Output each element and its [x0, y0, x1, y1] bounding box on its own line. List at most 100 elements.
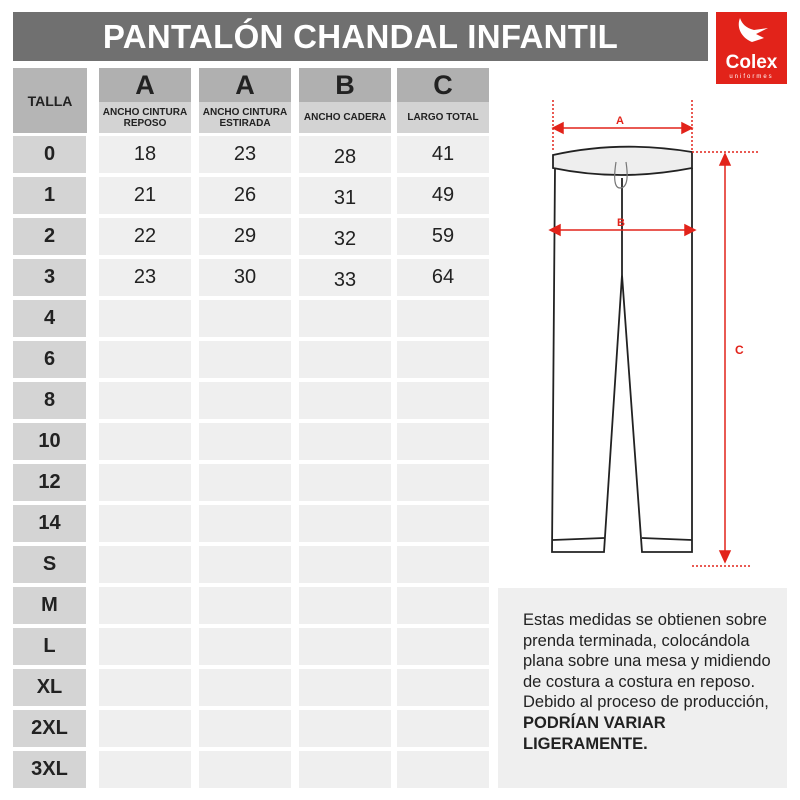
logo-sub: uniformes: [729, 74, 774, 80]
measurement-cell: [397, 669, 489, 706]
size-cell: 4: [13, 300, 86, 337]
measurement-cell: [199, 587, 291, 624]
measurement-cell: [397, 423, 489, 460]
size-cell: 3: [13, 259, 86, 296]
measurement-cell: [397, 382, 489, 419]
measurement-cell: [199, 382, 291, 419]
size-cell: 6: [13, 341, 86, 378]
size-cell: 2: [13, 218, 86, 255]
measurement-cell: [99, 505, 191, 542]
page-title: PANTALÓN CHANDAL INFANTIL: [13, 12, 708, 61]
size-cell: 1: [13, 177, 86, 214]
measurement-cell: [397, 300, 489, 337]
measurement-cell: 22: [99, 218, 191, 255]
measurement-cell: [99, 710, 191, 747]
measurement-cell: [397, 505, 489, 542]
column-letter: C: [397, 68, 489, 102]
column-label: ANCHO CADERA: [299, 102, 391, 133]
measurement-cell: [99, 382, 191, 419]
measurement-cell: 64: [397, 259, 489, 296]
measurement-cell: [199, 300, 291, 337]
measurement-cell: 59: [397, 218, 489, 255]
measurement-cell: [299, 546, 391, 583]
colex-logo: Colex uniformes: [716, 12, 787, 84]
measurement-cell: [199, 710, 291, 747]
measurement-cell: [199, 628, 291, 665]
measurement-cell: [199, 546, 291, 583]
size-cell: 10: [13, 423, 86, 460]
measurement-cell: [397, 710, 489, 747]
column-letter: A: [99, 68, 191, 102]
measurement-cell: 32: [299, 218, 391, 255]
measurement-cell: 41: [397, 136, 489, 173]
size-header: TALLA: [13, 68, 87, 133]
measurement-cell: [299, 464, 391, 501]
column-header: A ANCHO CINTURA ESTIRADA: [199, 68, 291, 133]
size-cell: 0: [13, 136, 86, 173]
measurement-cell: [397, 751, 489, 788]
measurement-cell: 26: [199, 177, 291, 214]
column-label: ANCHO CINTURA REPOSO: [99, 102, 191, 133]
measurement-cell: 30: [199, 259, 291, 296]
label-c: C: [735, 343, 744, 357]
size-cell: M: [13, 587, 86, 624]
measurement-cell: [99, 464, 191, 501]
measurement-cell: [299, 628, 391, 665]
column-label: LARGO TOTAL: [397, 102, 489, 133]
measurement-cell: [397, 341, 489, 378]
measurement-cell: [397, 587, 489, 624]
measurement-cell: [199, 669, 291, 706]
column-letter: B: [299, 68, 391, 102]
measurement-cell: [299, 751, 391, 788]
measurement-cell: [299, 382, 391, 419]
column-header: B ANCHO CADERA: [299, 68, 391, 133]
column-label: ANCHO CINTURA ESTIRADA: [199, 102, 291, 133]
size-cell: XL: [13, 669, 86, 706]
size-cell: 3XL: [13, 751, 86, 788]
measurement-cell: [99, 751, 191, 788]
column-header: C LARGO TOTAL: [397, 68, 489, 133]
measurement-cell: [299, 710, 391, 747]
measurement-cell: [99, 300, 191, 337]
measurement-cell: 28: [299, 136, 391, 173]
measurement-cell: [299, 505, 391, 542]
measurement-cell: [299, 587, 391, 624]
measurement-cell: [199, 751, 291, 788]
size-cell: S: [13, 546, 86, 583]
measurement-cell: [99, 546, 191, 583]
measurement-cell: 23: [199, 136, 291, 173]
measurement-cell: [99, 628, 191, 665]
measurement-cell: 29: [199, 218, 291, 255]
measurement-cell: [299, 300, 391, 337]
measurement-cell: 31: [299, 177, 391, 214]
bird-icon: [738, 18, 768, 42]
measurement-cell: 23: [99, 259, 191, 296]
measurement-cell: [199, 423, 291, 460]
size-cell: 2XL: [13, 710, 86, 747]
measurement-cell: [199, 505, 291, 542]
column-letter: A: [199, 68, 291, 102]
note-bold: PODRÍAN VARIAR LIGERAMENTE.: [523, 713, 666, 753]
note-text: Estas medidas se obtienen sobre prenda t…: [523, 611, 771, 712]
measurement-cell: [199, 341, 291, 378]
measurement-cell: [299, 341, 391, 378]
measurement-cell: [99, 423, 191, 460]
measurement-cell: 33: [299, 259, 391, 296]
measurement-cell: [299, 423, 391, 460]
pants-diagram: A B C: [548, 100, 760, 567]
label-a: A: [616, 115, 624, 127]
size-cell: L: [13, 628, 86, 665]
label-b: B: [617, 217, 625, 229]
measurement-cell: 49: [397, 177, 489, 214]
measurement-cell: 18: [99, 136, 191, 173]
measurement-cell: [397, 628, 489, 665]
measurement-cell: [299, 669, 391, 706]
measurement-note: Estas medidas se obtienen sobre prenda t…: [498, 588, 787, 788]
size-cell: 14: [13, 505, 86, 542]
measurement-cell: [99, 669, 191, 706]
measurement-cell: [99, 587, 191, 624]
size-cell: 8: [13, 382, 86, 419]
measurement-cell: [199, 464, 291, 501]
size-cell: 12: [13, 464, 86, 501]
column-header: A ANCHO CINTURA REPOSO: [99, 68, 191, 133]
